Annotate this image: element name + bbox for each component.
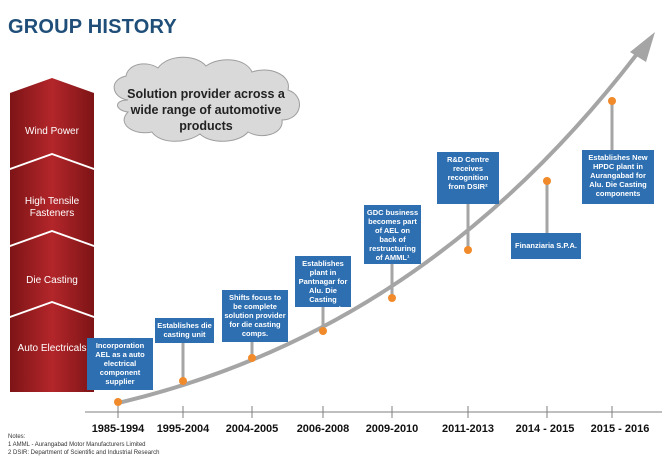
milestone-box-2011-2013: R&D Centre receives recognition from DSI… <box>437 152 499 204</box>
footnote-2: 2 DSIR: Department of Scientific and Ind… <box>8 450 160 456</box>
year-label: 2015 - 2016 <box>590 423 650 435</box>
curve-arrowhead <box>630 32 655 62</box>
page-title: GROUP HISTORY <box>8 16 177 38</box>
segment-label-die-casting: Die Casting <box>26 275 78 286</box>
milestone-box-2015-2016: Establishes New HPDC plant in Aurangabad… <box>582 150 654 204</box>
year-label: 1995-2004 <box>156 423 210 435</box>
milestone-box-1995-2004: Establishes die casting unit <box>155 318 214 343</box>
milestone-box-2004-2005: Shifts focus to be complete solution pro… <box>222 290 288 342</box>
year-label: 2014 - 2015 <box>515 423 575 435</box>
milestone-box-2009-2010: GDC business becomes part of AEL on back… <box>364 205 421 264</box>
growth-curve <box>117 48 642 405</box>
milestone-box-2014-2015: Finanziaria S.P.A. <box>511 233 581 259</box>
year-label: 2009-2010 <box>365 423 419 435</box>
segment-label-auto-electricals: Auto Electricals <box>17 343 87 354</box>
segment-label-high-tensile-fasteners: High Tensile Fasteners <box>24 196 80 219</box>
cloud-caption: Solution provider across a wide range of… <box>127 87 285 133</box>
notes-heading: Notes: <box>8 434 26 440</box>
footnotes: Notes: 1 AMML - Aurangabad Motor Manufac… <box>8 433 159 457</box>
year-label: 2011-2013 <box>442 423 494 435</box>
segment-label-wind-power: Wind Power <box>25 126 79 137</box>
cloud-shape <box>113 56 300 142</box>
year-label: 1985-1994 <box>91 423 145 435</box>
axis-ticks <box>117 406 613 418</box>
year-label: 2004-2005 <box>225 423 279 435</box>
year-label: 2006-2008 <box>296 423 350 435</box>
milestone-box-2006-2008: Establishes plant in Pantnagar for Alu. … <box>295 256 351 307</box>
milestone-dots <box>114 97 616 406</box>
segment-chevron-stack <box>10 78 94 392</box>
milestone-box-1985-1994: Incorporation AEL as a auto electrical c… <box>87 338 153 390</box>
footnote-1: 1 AMML - Aurangabad Motor Manufacturers … <box>8 442 146 448</box>
